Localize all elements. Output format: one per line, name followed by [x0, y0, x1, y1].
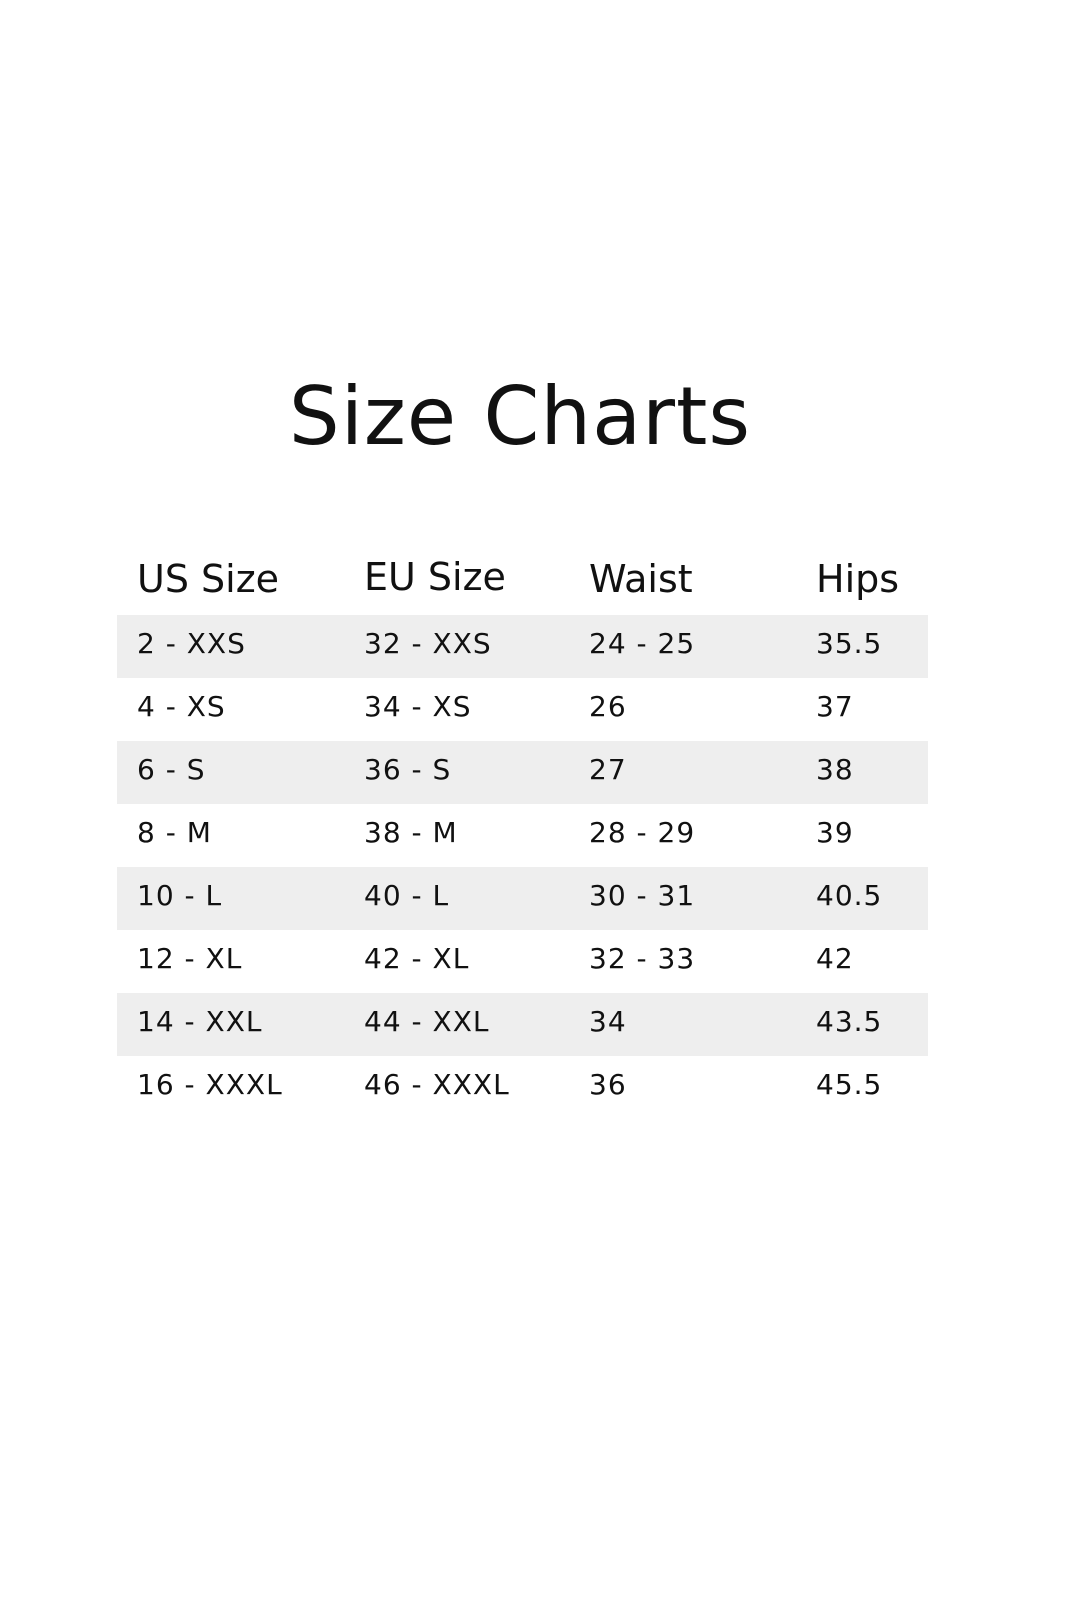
waist-cell: 26 — [589, 690, 627, 723]
waist-cell: 24 - 25 — [589, 627, 696, 660]
eu-size-cell: 38 - M — [364, 816, 458, 849]
us-size-cell: 10 - L — [137, 879, 223, 912]
table-row: 16 - XXXL 46 - XXXL 36 45.5 — [117, 1056, 928, 1119]
us-size-cell: 4 - XS — [137, 690, 226, 723]
header-eu-size: EU Size — [364, 555, 506, 599]
eu-size-cell: 44 - XXL — [364, 1005, 490, 1038]
hips-cell: 45.5 — [816, 1068, 883, 1101]
us-size-cell: 14 - XXL — [137, 1005, 263, 1038]
eu-size-cell: 36 - S — [364, 753, 452, 786]
header-hips: Hips — [816, 557, 900, 601]
waist-cell: 32 - 33 — [589, 942, 696, 975]
page-title: Size Charts — [288, 370, 752, 463]
size-chart-table: US Size EU Size Waist Hips 2 - XXS 32 - X… — [117, 555, 928, 1119]
eu-size-cell: 32 - XXS — [364, 627, 492, 660]
table-row: 2 - XXS 32 - XXS 24 - 25 35.5 — [117, 615, 928, 678]
hips-cell: 39 — [816, 816, 854, 849]
hips-cell: 38 — [816, 753, 854, 786]
eu-size-cell: 46 - XXXL — [364, 1068, 510, 1101]
table-row: 4 - XS 34 - XS 26 37 — [117, 678, 928, 741]
us-size-cell: 6 - S — [137, 753, 206, 786]
table-row: 14 - XXL 44 - XXL 34 43.5 — [117, 993, 928, 1056]
eu-size-cell: 42 - XL — [364, 942, 470, 975]
us-size-cell: 2 - XXS — [137, 627, 246, 660]
waist-cell: 27 — [589, 753, 627, 786]
table-row: 8 - M 38 - M 28 - 29 39 — [117, 804, 928, 867]
table-row: 12 - XL 42 - XL 32 - 33 42 — [117, 930, 928, 993]
waist-cell: 28 - 29 — [589, 816, 696, 849]
waist-cell: 34 — [589, 1005, 627, 1038]
us-size-cell: 16 - XXXL — [137, 1068, 283, 1101]
waist-cell: 36 — [589, 1068, 627, 1101]
eu-size-cell: 34 - XS — [364, 690, 472, 723]
table-row: 10 - L 40 - L 30 - 31 40.5 — [117, 867, 928, 930]
eu-size-cell: 40 - L — [364, 879, 450, 912]
hips-cell: 42 — [816, 942, 854, 975]
hips-cell: 43.5 — [816, 1005, 883, 1038]
hips-cell: 35.5 — [816, 627, 883, 660]
table-row: 6 - S 36 - S 27 38 — [117, 741, 928, 804]
us-size-cell: 12 - XL — [137, 942, 243, 975]
waist-cell: 30 - 31 — [589, 879, 696, 912]
table-header: US Size EU Size Waist Hips — [117, 555, 928, 615]
hips-cell: 40.5 — [816, 879, 883, 912]
header-us-size: US Size — [137, 557, 280, 601]
header-waist: Waist — [589, 557, 693, 601]
hips-cell: 37 — [816, 690, 854, 723]
us-size-cell: 8 - M — [137, 816, 212, 849]
